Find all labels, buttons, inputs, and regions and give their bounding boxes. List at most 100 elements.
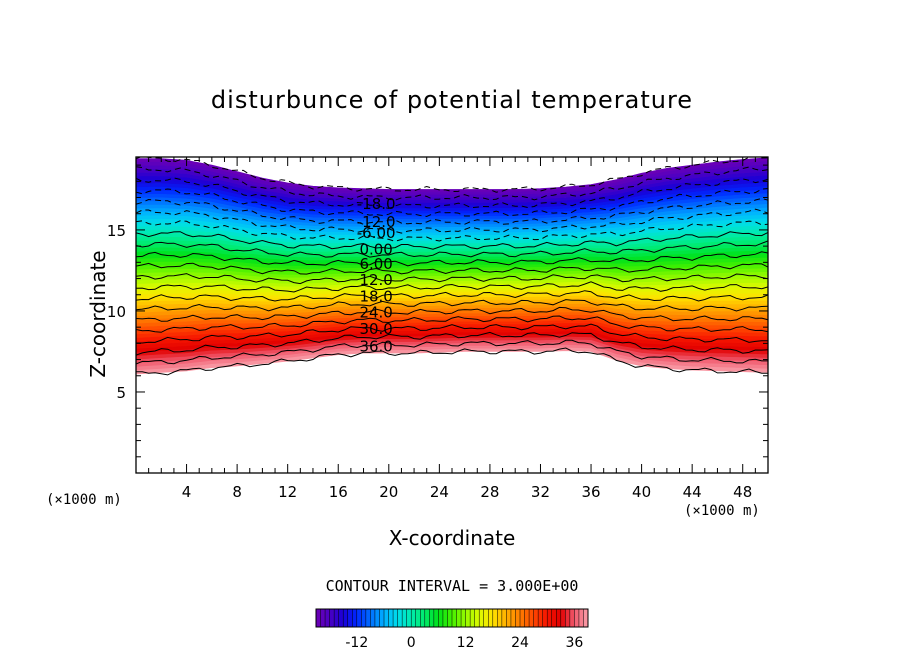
- x-axis-label: X-coordinate: [388, 526, 516, 550]
- x-tick-label: 16: [329, 483, 348, 501]
- y-tick-label: 10: [107, 303, 126, 321]
- contour-lines: [136, 157, 768, 376]
- colorbar-swatch: [365, 609, 371, 627]
- colorbar-tick-label: -12: [345, 635, 368, 651]
- contour-label: -6.00: [357, 224, 396, 242]
- chart-title: disturbunce of potential temperature: [210, 86, 694, 114]
- colorbar-swatch: [474, 609, 480, 627]
- colorbar-swatch: [325, 609, 330, 627]
- colorbar-swatch: [488, 609, 494, 627]
- colorbar-swatch: [524, 609, 530, 627]
- colorbar-swatch: [388, 609, 394, 627]
- x-tick-label: 28: [480, 483, 499, 501]
- contour-line-0: [136, 231, 768, 250]
- y-axis-label: Z-coordinate: [86, 250, 110, 378]
- y-axis-unit: (×1000 m): [46, 492, 122, 508]
- contour-line--15: [136, 177, 768, 210]
- colorbar-swatch: [510, 609, 516, 627]
- contour-label: 18.0: [359, 287, 392, 305]
- x-tick-label: 40: [632, 483, 651, 501]
- colorbar-swatch: [406, 609, 412, 627]
- contour-label: 0.00: [359, 240, 392, 258]
- colorbar-swatch: [492, 609, 498, 627]
- contour-labels: -18.0-12.0-6.000.006.0012.018.024.030.03…: [357, 195, 396, 356]
- colorbar-swatch: [329, 609, 335, 627]
- contour-line--12: [136, 188, 768, 218]
- colorbar-swatch: [520, 609, 525, 627]
- colorbar-swatch: [497, 609, 503, 627]
- colorbar-swatch: [316, 609, 321, 627]
- contour-label: 24.0: [359, 304, 392, 322]
- x-tick-label: 36: [581, 483, 600, 501]
- contour-line-6: [136, 251, 768, 267]
- colorbar-tick-label: 0: [407, 635, 416, 651]
- contour-line-36: [136, 339, 768, 365]
- colorbar-swatch: [424, 609, 430, 627]
- contour-line-39: [136, 347, 768, 376]
- colorbar-swatch: [560, 609, 566, 627]
- colorbar-swatch: [574, 609, 580, 627]
- x-tick-label: 8: [232, 483, 242, 501]
- colorbar-swatch: [429, 609, 435, 627]
- contour-line-33: [136, 331, 768, 356]
- colorbar-swatch: [379, 609, 385, 627]
- colorbar-swatch: [447, 609, 453, 627]
- x-tick-label: 20: [379, 483, 398, 501]
- x-tick-label: 24: [430, 483, 449, 501]
- y-tick-label: 15: [107, 222, 126, 240]
- contour-line-15: [136, 281, 768, 293]
- colorbar-swatch: [542, 609, 548, 627]
- axis-ticks: [136, 157, 768, 473]
- colorbar-swatch: [515, 609, 521, 627]
- colorbar-swatch: [347, 609, 353, 627]
- colorbar-swatch: [501, 609, 507, 627]
- colorbar-swatch: [529, 609, 534, 627]
- contour-interval-text: CONTOUR INTERVAL = 3.000E+00: [325, 577, 579, 595]
- contour-label: 6.00: [359, 255, 392, 273]
- colorbar-swatch: [456, 609, 462, 627]
- colorbar-swatch: [334, 609, 339, 627]
- contour-label: 36.0: [359, 338, 392, 356]
- colorbar-swatch: [338, 609, 344, 627]
- colorbar-swatch: [384, 609, 389, 627]
- y-tick-label: 5: [116, 384, 126, 402]
- colorbar-swatch: [361, 609, 367, 627]
- colorbar-swatch: [465, 609, 471, 627]
- colorbar-swatch: [393, 609, 398, 627]
- colorbar-swatch: [343, 609, 349, 627]
- x-tick-label: 44: [683, 483, 702, 501]
- contour-line-18: [136, 290, 768, 302]
- colorbar-frame: [315, 608, 589, 628]
- contour-line-12: [136, 273, 768, 285]
- colorbar-swatch: [411, 609, 417, 627]
- contour-label: -18.0: [357, 195, 396, 213]
- colorbar-swatch: [479, 609, 485, 627]
- contour-line-9: [136, 262, 768, 275]
- contour-label: 30.0: [359, 320, 392, 338]
- colorbar-tick-label: 36: [565, 635, 583, 651]
- colorbar-swatch: [420, 609, 426, 627]
- colorbar-swatch: [397, 609, 403, 627]
- contour-fills: [136, 157, 768, 375]
- contour-line--6: [136, 208, 768, 234]
- colorbar-swatch: [433, 609, 439, 627]
- colorbar-swatch: [352, 609, 358, 627]
- colorbar-tick-label: 24: [511, 635, 529, 651]
- contour-line-3: [136, 240, 768, 258]
- x-tick-label: 4: [182, 483, 192, 501]
- colorbar-swatch: [402, 609, 407, 627]
- colorbar-swatch: [438, 609, 444, 627]
- colorbar-swatch: [320, 609, 326, 627]
- contour-label: 12.0: [359, 271, 392, 289]
- colorbar-swatch: [356, 609, 362, 627]
- colorbar-swatch: [415, 609, 421, 627]
- colorbar-swatch: [483, 609, 489, 627]
- colorbar-swatch: [538, 609, 543, 627]
- x-tick-label: 12: [278, 483, 297, 501]
- colorbar: -12 0 12 24 36: [315, 608, 589, 651]
- contour-label: -12.0: [357, 213, 396, 231]
- colorbar-swatch: [533, 609, 539, 627]
- colorbar-swatch: [583, 609, 589, 627]
- contour-line-21: [136, 299, 768, 312]
